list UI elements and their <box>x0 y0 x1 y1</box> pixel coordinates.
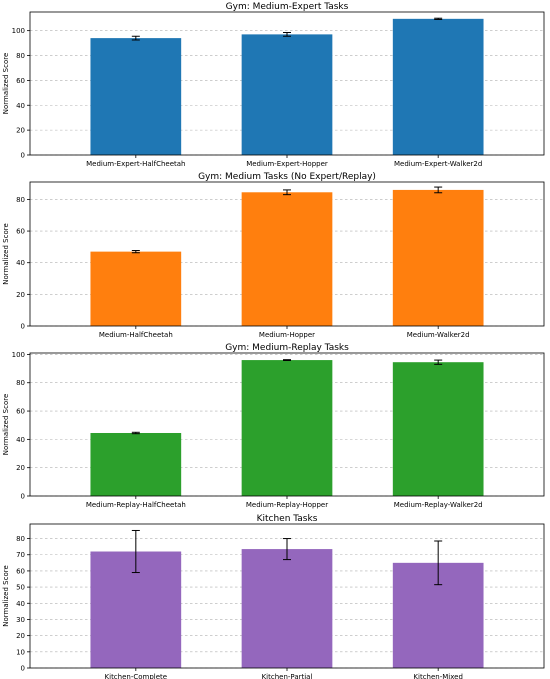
y-tick-label: 40 <box>16 102 25 110</box>
y-tick-label: 80 <box>16 52 25 60</box>
plot-frame <box>29 181 545 327</box>
chart-panel-2: 0 20 40 60 80 Medium-HalfCheetah Medium-Hopper… <box>2 172 545 339</box>
plot-frame <box>29 352 545 497</box>
plot-frame <box>29 11 545 156</box>
x-tick-label: Medium-Expert-Hopper <box>246 160 328 168</box>
y-tick-label: 40 <box>16 600 25 608</box>
y-tick-label: 80 <box>16 379 25 387</box>
y-tick-label: 0 <box>21 152 25 160</box>
y-tick-label: 60 <box>16 408 25 416</box>
x-tick-label: Kitchen-Complete <box>105 673 168 679</box>
x-tick-label: Medium-Replay-Walker2d <box>394 501 483 509</box>
y-tick-label: 40 <box>16 436 25 444</box>
y-tick-label: 30 <box>16 616 25 624</box>
chart-title: Gym: Medium-Expert Tasks <box>226 2 349 12</box>
y-axis-label: Normalized Score <box>2 565 10 627</box>
plot-frame <box>29 523 545 669</box>
chart-panel-1: 0 20 40 60 80 100 Medium-Expert-HalfCheetah Med… <box>2 2 545 168</box>
x-tick-label: Medium-Walker2d <box>407 331 470 339</box>
bar <box>90 38 182 155</box>
chart-panel-3: 0 20 40 60 80 100 Medium-Replay-HalfCheetah Med… <box>2 343 545 509</box>
bar <box>241 192 333 326</box>
x-tick-label: Medium-HalfCheetah <box>99 331 173 339</box>
y-tick-label: 60 <box>16 228 25 236</box>
y-tick-label: 20 <box>16 632 25 640</box>
y-tick-label: 0 <box>21 493 25 501</box>
bar <box>392 18 484 156</box>
bar <box>392 362 484 496</box>
y-tick-label: 0 <box>21 665 25 673</box>
y-tick-label: 80 <box>16 196 25 204</box>
bar <box>241 549 333 668</box>
y-axis-label: Normalized Score <box>2 53 10 115</box>
y-tick-label: 0 <box>21 323 25 331</box>
y-tick-label: 20 <box>16 464 25 472</box>
y-tick-label: 80 <box>16 535 25 543</box>
bar <box>90 251 182 326</box>
x-tick-label: Medium-Expert-Walker2d <box>394 160 482 168</box>
bar <box>90 432 182 496</box>
x-tick-label: Medium-Expert-HalfCheetah <box>86 160 185 168</box>
y-tick-label: 20 <box>16 291 25 299</box>
y-axis-label: Normalized Score <box>2 394 10 456</box>
chart-title: Gym: Medium-Replay Tasks <box>225 343 349 353</box>
x-tick-label: Kitchen-Partial <box>262 673 313 679</box>
chart-title: Gym: Medium Tasks (No Expert/Replay) <box>198 172 376 182</box>
chart-panel-4: 0 10 20 30 40 50 60 70 80 Kitchen-Complete Kitchen… <box>2 514 545 679</box>
y-tick-label: 10 <box>16 648 25 656</box>
y-axis-label: Normalized Score <box>2 223 10 285</box>
chart-title: Kitchen Tasks <box>257 514 318 524</box>
bar <box>392 189 484 326</box>
y-tick-label: 60 <box>16 567 25 575</box>
x-tick-label: Medium-Replay-HalfCheetah <box>86 501 186 509</box>
bar <box>241 34 333 155</box>
y-tick-label: 20 <box>16 127 25 135</box>
x-tick-label: Medium-Replay-Hopper <box>246 501 328 509</box>
x-tick-label: Medium-Hopper <box>259 331 315 339</box>
y-tick-label: 50 <box>16 584 25 592</box>
y-tick-label: 100 <box>12 351 25 359</box>
y-tick-label: 70 <box>16 551 25 559</box>
y-tick-label: 40 <box>16 259 25 267</box>
bar <box>241 360 333 496</box>
y-tick-label: 60 <box>16 77 25 85</box>
y-tick-label: 100 <box>12 27 25 35</box>
x-tick-label: Kitchen-Mixed <box>413 673 463 679</box>
